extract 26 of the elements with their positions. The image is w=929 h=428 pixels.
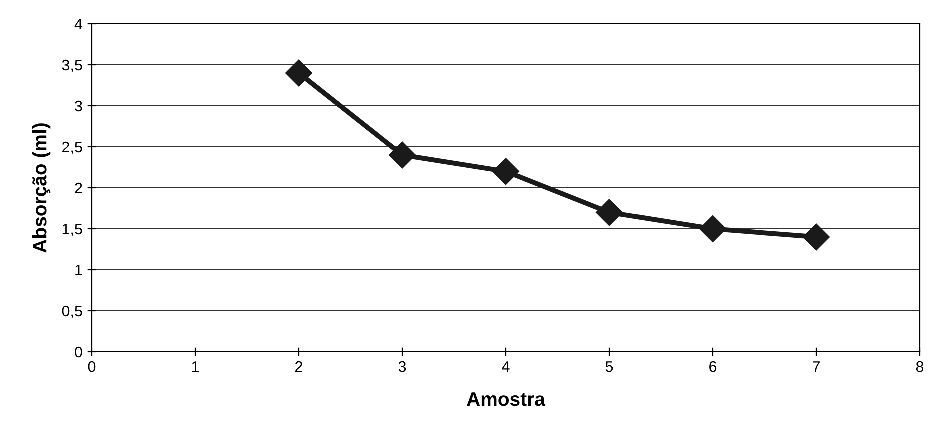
point <box>596 199 623 226</box>
x-tick-label: 7 <box>813 362 820 372</box>
y-axis-title: Absorção (ml) <box>32 124 51 253</box>
y-tick-label: 1,5 <box>62 224 82 236</box>
point <box>700 216 726 242</box>
x-tick-label: 1 <box>192 362 200 372</box>
point <box>389 142 416 169</box>
point <box>286 60 312 87</box>
x-tick-label: 5 <box>606 362 614 372</box>
point <box>492 158 520 186</box>
y-tick-label: 0,5 <box>62 306 82 318</box>
y-tick-label: 0 <box>75 346 82 358</box>
x-tick-label: 8 <box>916 361 924 372</box>
x-tick-label: 0 <box>88 361 96 372</box>
y-tick-label: 3 <box>75 100 82 112</box>
x-tick-label: 4 <box>502 362 510 372</box>
x-tick-label: 2 <box>296 361 302 372</box>
y-tick-label: 2,5 <box>62 142 82 154</box>
y-tick-label: 1 <box>76 265 82 276</box>
y-tick-label: 2 <box>75 182 82 194</box>
y-tick-label: 4 <box>74 19 83 30</box>
x-tick-label: 3 <box>398 361 406 372</box>
point <box>803 224 830 251</box>
y-tick-label: 3,5 <box>62 60 82 72</box>
x-axis-title: Amostra <box>467 392 546 406</box>
x-tick-label: 6 <box>710 361 717 372</box>
